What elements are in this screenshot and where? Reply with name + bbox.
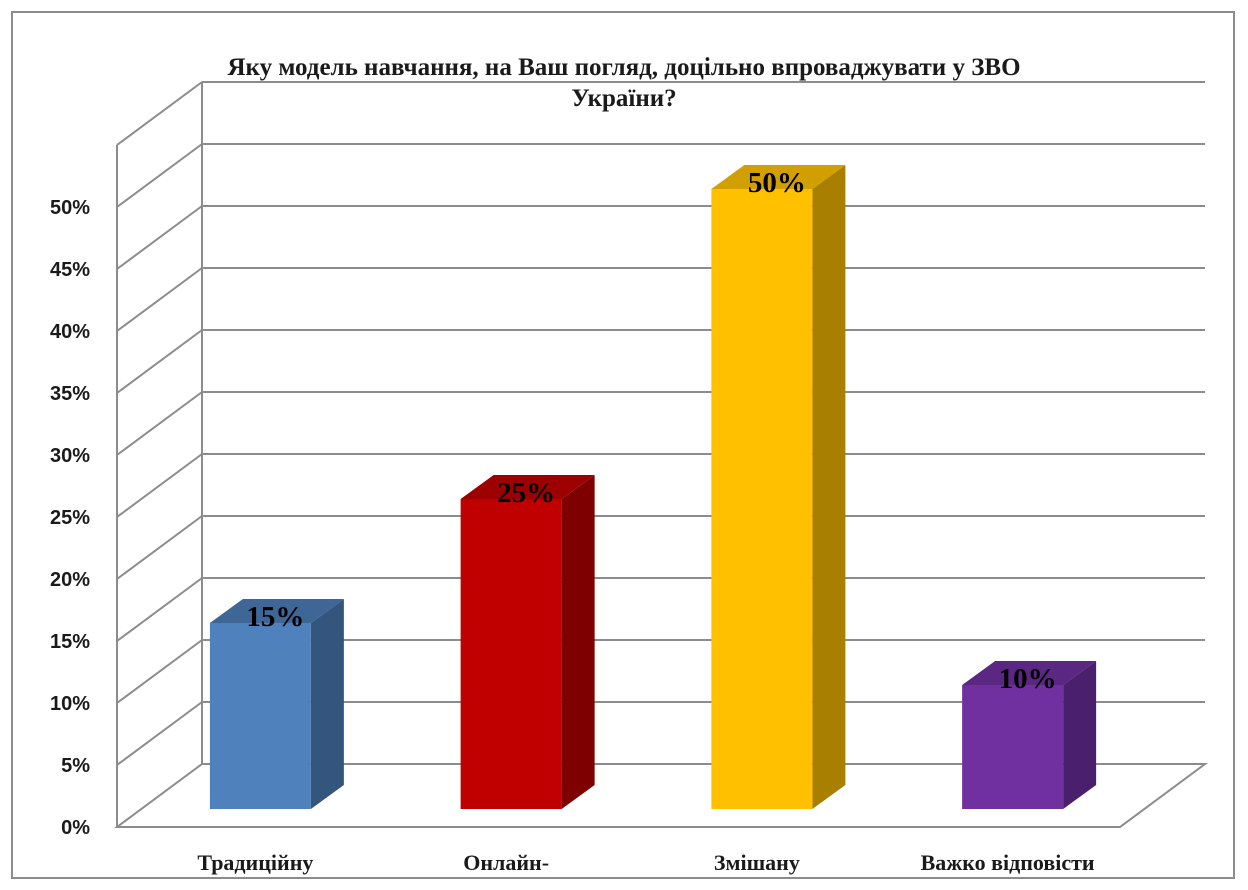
data-label: 50% — [748, 167, 806, 199]
y-axis-ticks: 0% 5% 10% 15% 20% 25% 30% 35% 40% 45% 50% — [50, 197, 90, 839]
y-tick-label: 40% — [50, 321, 90, 343]
gridline-side — [117, 268, 202, 331]
y-tick-label: 10% — [50, 693, 90, 715]
gridline-side — [117, 454, 202, 517]
gridline-side — [117, 144, 202, 207]
bar-side — [1063, 661, 1096, 809]
bar-3 — [711, 165, 845, 809]
data-label: 25% — [497, 477, 555, 509]
y-tick-label: 0% — [61, 817, 90, 839]
x-category-label: Онлайн- — [463, 850, 549, 875]
bar-front — [711, 189, 812, 809]
gridline-side — [117, 330, 202, 393]
bars — [210, 165, 1096, 809]
data-labels: 15% 25% 50% 10% — [246, 167, 1056, 695]
bar-front — [210, 623, 311, 809]
y-tick-label: 45% — [50, 259, 90, 281]
gridline-side-top — [117, 82, 202, 145]
gridline-side — [117, 640, 202, 703]
side-wall-grid — [117, 82, 202, 827]
y-tick-label: 15% — [50, 631, 90, 653]
y-tick-label: 25% — [50, 507, 90, 529]
y-tick-label: 20% — [50, 569, 90, 591]
bar-side — [311, 599, 344, 809]
bar-front — [461, 499, 562, 809]
y-tick-label: 5% — [61, 755, 90, 777]
x-category-label: Змішану — [714, 850, 800, 875]
x-axis-categories: Традиційну Онлайн- Змішану Важко відповісти — [197, 850, 1095, 875]
gridline-side — [117, 578, 202, 641]
gridline-side — [117, 702, 202, 765]
back-wall-grid — [202, 82, 1205, 702]
gridline-side — [117, 206, 202, 269]
bar-2 — [461, 475, 595, 809]
x-category-label: Важко відповісти — [921, 850, 1095, 875]
x-category-label: Традиційну — [197, 850, 313, 875]
bar-side — [812, 165, 845, 809]
data-label: 10% — [999, 663, 1057, 695]
y-tick-label: 35% — [50, 383, 90, 405]
y-tick-label: 30% — [50, 445, 90, 467]
bar-side — [562, 475, 595, 809]
gridline-side — [117, 516, 202, 579]
data-label: 15% — [246, 601, 304, 633]
bar-front — [962, 685, 1063, 809]
y-tick-label: 50% — [50, 197, 90, 219]
gridline-side — [117, 392, 202, 455]
